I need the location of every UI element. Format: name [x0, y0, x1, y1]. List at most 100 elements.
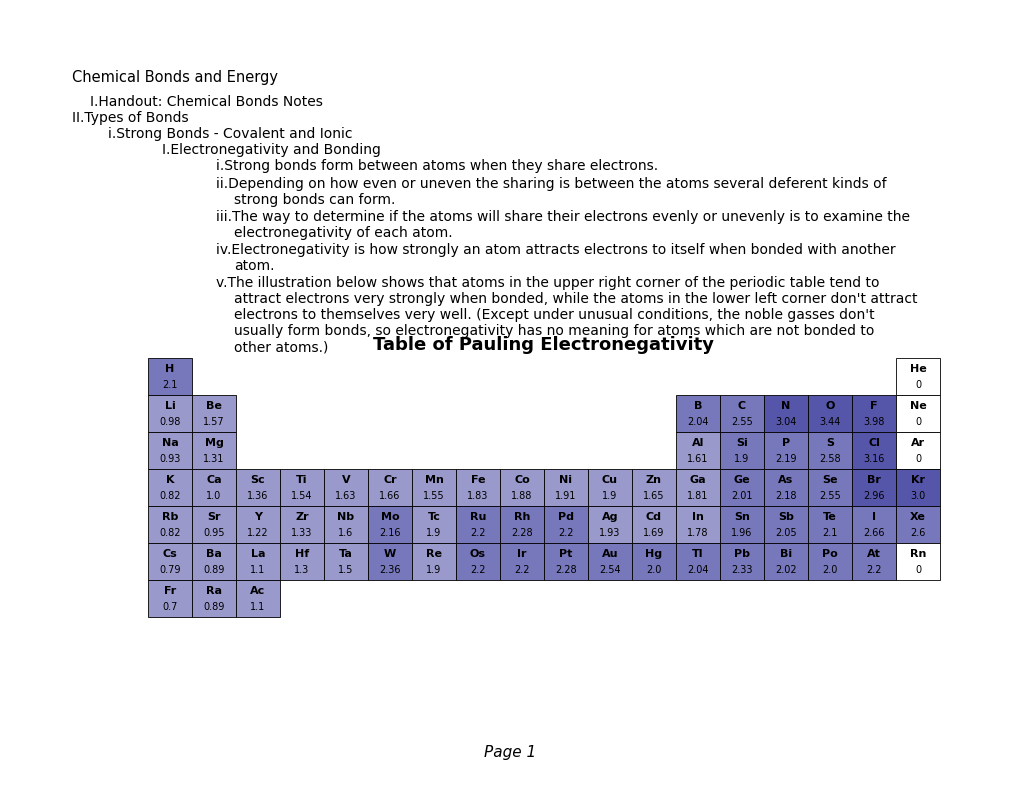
- Text: 1.61: 1.61: [687, 454, 708, 463]
- Text: 2.1: 2.1: [821, 528, 837, 537]
- Text: Si: Si: [736, 438, 747, 448]
- Text: ii.Depending on how even or uneven the sharing is between the atoms several defe: ii.Depending on how even or uneven the s…: [216, 177, 886, 191]
- Bar: [895, 506, 940, 543]
- Text: iii.The way to determine if the atoms will share their electrons evenly or uneve: iii.The way to determine if the atoms wi…: [216, 210, 909, 224]
- Bar: [543, 543, 587, 580]
- Bar: [499, 506, 543, 543]
- Text: Cl: Cl: [867, 438, 879, 448]
- Text: Mo: Mo: [380, 512, 398, 522]
- Text: Ti: Ti: [296, 475, 308, 485]
- Text: electronegativity of each atom.: electronegativity of each atom.: [233, 226, 452, 240]
- Bar: [676, 543, 719, 580]
- Text: 2.2: 2.2: [865, 565, 880, 574]
- Bar: [676, 432, 719, 469]
- Text: 1.81: 1.81: [687, 491, 708, 500]
- Text: 2.0: 2.0: [821, 565, 837, 574]
- Bar: [280, 506, 324, 543]
- Text: 2.58: 2.58: [818, 454, 840, 463]
- Text: Ac: Ac: [250, 586, 265, 596]
- Text: 1.5: 1.5: [338, 565, 354, 574]
- Text: 2.05: 2.05: [774, 528, 796, 537]
- Text: 1.57: 1.57: [203, 417, 224, 426]
- Bar: [148, 469, 192, 506]
- Text: Al: Al: [691, 438, 703, 448]
- Bar: [324, 506, 368, 543]
- Bar: [235, 506, 280, 543]
- Text: Cu: Cu: [601, 475, 618, 485]
- Bar: [192, 543, 235, 580]
- Text: Cr: Cr: [383, 475, 396, 485]
- Bar: [499, 543, 543, 580]
- Bar: [632, 543, 676, 580]
- Bar: [632, 469, 676, 506]
- Bar: [368, 506, 412, 543]
- Text: I.Handout: Chemical Bonds Notes: I.Handout: Chemical Bonds Notes: [90, 95, 323, 109]
- Text: 0.95: 0.95: [203, 528, 224, 537]
- Bar: [895, 395, 940, 432]
- Text: La: La: [251, 549, 265, 559]
- Bar: [148, 506, 192, 543]
- Text: iv.Electronegativity is how strongly an atom attracts electrons to itself when b: iv.Electronegativity is how strongly an …: [216, 243, 895, 257]
- Text: Cs: Cs: [162, 549, 177, 559]
- Text: 2.18: 2.18: [774, 491, 796, 500]
- Text: 0: 0: [914, 417, 920, 426]
- Text: 1.0: 1.0: [206, 491, 221, 500]
- Text: Chemical Bonds and Energy: Chemical Bonds and Energy: [72, 70, 278, 85]
- Text: 1.3: 1.3: [294, 565, 310, 574]
- Bar: [148, 580, 192, 617]
- Bar: [719, 543, 763, 580]
- Text: 1.78: 1.78: [687, 528, 708, 537]
- Bar: [587, 543, 632, 580]
- Text: 3.16: 3.16: [862, 454, 883, 463]
- Bar: [895, 432, 940, 469]
- Bar: [719, 432, 763, 469]
- Text: 1.1: 1.1: [250, 565, 265, 574]
- Text: 2.1: 2.1: [162, 380, 177, 389]
- Text: Tl: Tl: [692, 549, 703, 559]
- Text: As: As: [777, 475, 793, 485]
- Bar: [543, 469, 587, 506]
- Text: 1.36: 1.36: [247, 491, 268, 500]
- Text: 3.0: 3.0: [910, 491, 924, 500]
- Bar: [148, 432, 192, 469]
- Text: 1.1: 1.1: [250, 602, 265, 611]
- Text: Sr: Sr: [207, 512, 220, 522]
- Text: 1.88: 1.88: [511, 491, 532, 500]
- Text: At: At: [866, 549, 880, 559]
- Text: 2.28: 2.28: [511, 528, 532, 537]
- Text: Zn: Zn: [645, 475, 661, 485]
- Text: 2.2: 2.2: [470, 528, 485, 537]
- Bar: [807, 395, 851, 432]
- Text: 3.44: 3.44: [818, 417, 840, 426]
- Text: Ar: Ar: [910, 438, 924, 448]
- Text: 0.82: 0.82: [159, 491, 180, 500]
- Text: W: W: [383, 549, 395, 559]
- Bar: [763, 395, 807, 432]
- Text: Hg: Hg: [645, 549, 662, 559]
- Bar: [543, 506, 587, 543]
- Text: Fr: Fr: [164, 586, 176, 596]
- Text: Be: Be: [206, 401, 222, 411]
- Text: Zr: Zr: [294, 512, 309, 522]
- Text: Na: Na: [161, 438, 178, 448]
- Bar: [763, 506, 807, 543]
- Text: 2.96: 2.96: [862, 491, 883, 500]
- Text: 0.89: 0.89: [203, 565, 224, 574]
- Text: 1.63: 1.63: [335, 491, 357, 500]
- Text: 2.2: 2.2: [514, 565, 529, 574]
- Text: Ga: Ga: [689, 475, 705, 485]
- Bar: [412, 543, 455, 580]
- Text: Ne: Ne: [909, 401, 925, 411]
- Text: 0.89: 0.89: [203, 602, 224, 611]
- Text: other atoms.): other atoms.): [233, 340, 328, 354]
- Text: 1.31: 1.31: [203, 454, 224, 463]
- Bar: [851, 432, 895, 469]
- Text: 0.93: 0.93: [159, 454, 180, 463]
- Bar: [719, 469, 763, 506]
- Text: Po: Po: [821, 549, 837, 559]
- Text: 2.04: 2.04: [687, 565, 708, 574]
- Text: Ba: Ba: [206, 549, 222, 559]
- Bar: [676, 469, 719, 506]
- Text: usually form bonds, so electronegativity has no meaning for atoms which are not : usually form bonds, so electronegativity…: [233, 324, 873, 338]
- Bar: [499, 469, 543, 506]
